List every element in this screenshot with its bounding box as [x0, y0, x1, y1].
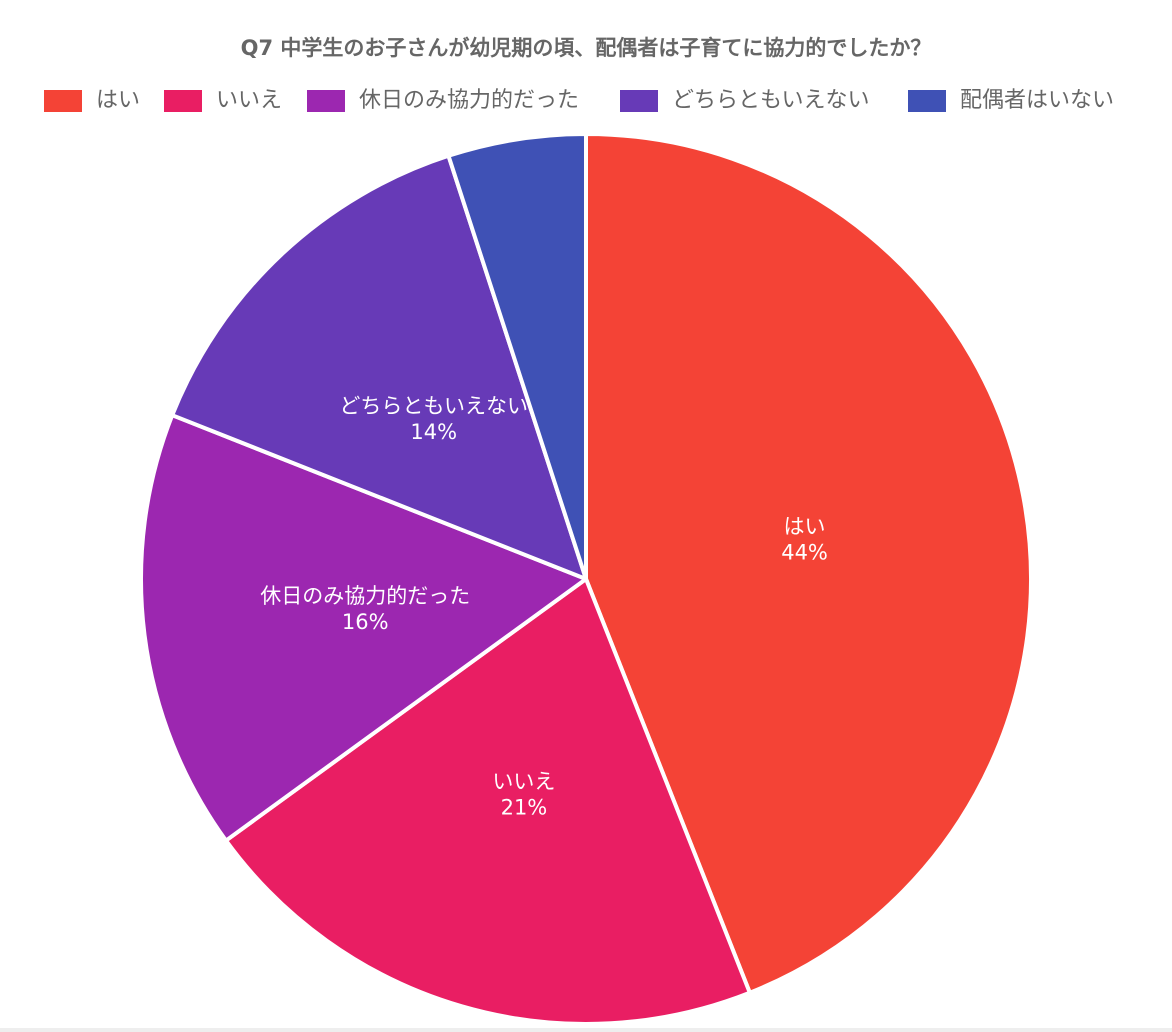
- bottom-divider: [0, 1028, 1172, 1032]
- chart-title: Q7 中学生のお子さんが幼児期の頃、配偶者は子育てに協力的でしたか？: [240, 36, 932, 60]
- slice-category-label: はい: [784, 514, 826, 538]
- pie-slice-2[interactable]: [223, 577, 752, 1026]
- legend-label: いいえ: [216, 88, 283, 113]
- legend-label: 休日のみ協力的だった: [359, 88, 580, 113]
- legend-label: はい: [96, 88, 141, 113]
- legend-swatch: [307, 90, 345, 112]
- pie-slice-3[interactable]: [139, 413, 588, 843]
- legend-swatch: [908, 90, 946, 112]
- slice-category-label: どちらともいえない: [339, 394, 528, 418]
- legend: はい いいえ 休日のみ協力的だった どちらともいえない 配偶者はいない: [0, 84, 1172, 118]
- slice-category-label: いいえ: [492, 770, 555, 794]
- slice-percent-label: 16%: [342, 610, 389, 634]
- legend-swatch: [44, 90, 82, 112]
- slice-percent-label: 21%: [501, 796, 548, 820]
- slice-category-label: 休日のみ協力的だった: [260, 584, 470, 608]
- slice-percent-label: 14%: [410, 420, 457, 444]
- legend-swatch: [620, 90, 658, 112]
- legend-swatch: [164, 90, 202, 112]
- legend-label: 配偶者はいない: [960, 88, 1115, 113]
- pie-slice-1[interactable]: [584, 132, 1033, 995]
- pie-slice-5[interactable]: [446, 132, 588, 581]
- legend-label: どちらともいえない: [672, 88, 870, 113]
- slice-percent-label: 44%: [781, 540, 828, 564]
